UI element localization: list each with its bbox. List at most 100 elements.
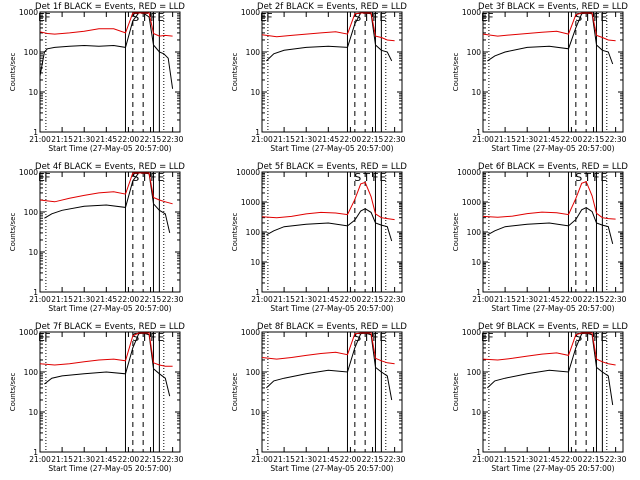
y-tick-label: 100 bbox=[246, 368, 261, 377]
plot-frame bbox=[482, 331, 624, 453]
series-line-lld bbox=[39, 12, 173, 37]
interval-marker-label: E bbox=[379, 331, 386, 344]
x-tick-label: 21:30 bbox=[516, 455, 538, 464]
plot-frame bbox=[482, 11, 624, 133]
x-axis-label: Start Time (27-May-05 20:57:00) bbox=[270, 304, 393, 313]
y-axis-label: Counts/sec bbox=[452, 373, 460, 412]
panel-det-6: Det 6f BLACK = Events, RED = LLD 1 10 100 10… bbox=[452, 162, 628, 313]
y-axis-label: Counts/sec bbox=[231, 213, 239, 252]
series-line-lld bbox=[482, 180, 616, 220]
plot-frame bbox=[39, 331, 181, 453]
x-tick-label: 22:00 bbox=[340, 135, 362, 144]
x-tick-label: 21:30 bbox=[73, 295, 95, 304]
panel-det-7: Det 7f BLACK = Events, RED = LLD 1 10 100 10… bbox=[9, 322, 185, 473]
x-tick-label: 22:30 bbox=[162, 295, 184, 304]
y-tick-label: 1 bbox=[33, 128, 38, 137]
x-tick-label: 22:00 bbox=[118, 135, 140, 144]
chart-title: Det 4f BLACK = Events, RED = LLD bbox=[35, 162, 185, 172]
chart-title: Det 5f BLACK = Events, RED = LLD bbox=[257, 162, 407, 172]
y-tick-label: 1000 bbox=[462, 8, 481, 17]
interval-marker-label: S bbox=[575, 171, 582, 184]
plot-frame bbox=[261, 331, 403, 453]
interval-marker-label: F bbox=[372, 171, 378, 184]
plot-frame bbox=[39, 171, 181, 293]
x-axis-label: Start Time (27-May-05 20:57:00) bbox=[48, 304, 171, 313]
interval-marker-label: S bbox=[575, 11, 582, 24]
x-axis-label: Start Time (27-May-05 20:57:00) bbox=[270, 464, 393, 473]
interval-marker-label: E bbox=[379, 171, 386, 184]
x-tick-label: 22:30 bbox=[384, 295, 406, 304]
interval-marker-label: E bbox=[157, 11, 164, 24]
interval-marker-label: F bbox=[372, 331, 378, 344]
x-tick-label: 22:00 bbox=[561, 135, 583, 144]
plot-frame bbox=[261, 11, 403, 133]
x-axis-label: Start Time (27-May-05 20:57:00) bbox=[270, 144, 393, 153]
y-tick-label: 10000 bbox=[457, 168, 481, 177]
series-line-events bbox=[44, 332, 171, 397]
y-tick-label: 10 bbox=[28, 88, 38, 97]
x-axis-label: Start Time (27-May-05 20:57:00) bbox=[48, 464, 171, 473]
chart-title: Det 1f BLACK = Events, RED = LLD bbox=[35, 2, 185, 12]
interval-marker-label: E bbox=[38, 331, 45, 344]
series-line-events bbox=[487, 12, 614, 65]
interval-marker-label: E bbox=[600, 331, 607, 344]
x-tick-label: 21:15 bbox=[51, 135, 73, 144]
series-line-events bbox=[266, 208, 393, 242]
x-tick-label: 21:45 bbox=[96, 135, 118, 144]
x-tick-label: 21:30 bbox=[295, 135, 317, 144]
panel-det-9: Det 9f BLACK = Events, RED = LLD 1 10 100 10… bbox=[452, 322, 628, 473]
x-tick-label: 21:45 bbox=[539, 455, 561, 464]
interval-marker-label: E bbox=[38, 11, 45, 24]
x-tick-label: 22:00 bbox=[118, 455, 140, 464]
x-tick-label: 22:00 bbox=[561, 455, 583, 464]
interval-marker-label: F bbox=[266, 11, 272, 24]
x-tick-label: 21:00 bbox=[472, 295, 494, 304]
x-tick-label: 22:15 bbox=[583, 135, 605, 144]
interval-marker-label: E bbox=[600, 11, 607, 24]
interval-marker-label: F bbox=[593, 11, 599, 24]
interval-marker-label: E bbox=[157, 331, 164, 344]
x-tick-label: 21:45 bbox=[318, 455, 340, 464]
y-axis-label: Counts/sec bbox=[9, 373, 17, 412]
panel-det-8: Det 8f BLACK = Events, RED = LLD 1 10 100 10… bbox=[231, 322, 407, 473]
x-tick-label: 22:30 bbox=[384, 135, 406, 144]
x-tick-label: 22:30 bbox=[384, 455, 406, 464]
panel-det-5: Det 5f BLACK = Events, RED = LLD 1 10 100 10… bbox=[231, 162, 407, 313]
y-tick-label: 10 bbox=[250, 408, 260, 417]
x-tick-label: 22:30 bbox=[605, 135, 627, 144]
y-tick-label: 100 bbox=[246, 48, 261, 57]
y-axis-label: Counts/sec bbox=[9, 213, 17, 252]
y-tick-label: 1 bbox=[476, 288, 481, 297]
y-tick-label: 100 bbox=[467, 368, 482, 377]
chart-title: Det 8f BLACK = Events, RED = LLD bbox=[257, 322, 407, 332]
x-tick-label: 21:30 bbox=[295, 295, 317, 304]
y-tick-label: 100 bbox=[246, 228, 261, 237]
x-tick-label: 22:15 bbox=[140, 295, 162, 304]
x-tick-label: 21:00 bbox=[251, 295, 273, 304]
series-line-lld bbox=[261, 12, 395, 42]
y-tick-label: 1 bbox=[255, 288, 260, 297]
x-tick-label: 21:45 bbox=[318, 135, 340, 144]
x-tick-label: 21:30 bbox=[295, 455, 317, 464]
x-tick-label: 21:15 bbox=[494, 295, 516, 304]
x-tick-label: 21:00 bbox=[29, 135, 51, 144]
interval-marker-label: T bbox=[583, 11, 591, 24]
chart-title: Det 7f BLACK = Events, RED = LLD bbox=[35, 322, 185, 332]
y-tick-label: 1000 bbox=[19, 328, 38, 337]
series-line-events bbox=[487, 207, 614, 245]
series-line-events bbox=[487, 332, 614, 406]
interval-marker-label: F bbox=[44, 331, 50, 344]
series-line-lld bbox=[39, 332, 173, 367]
y-tick-label: 1 bbox=[33, 288, 38, 297]
x-tick-label: 22:15 bbox=[140, 455, 162, 464]
chart-title: Det 3f BLACK = Events, RED = LLD bbox=[478, 2, 628, 12]
y-tick-label: 100 bbox=[24, 368, 39, 377]
plot-frame bbox=[39, 11, 181, 133]
series-line-events bbox=[44, 172, 171, 234]
interval-marker-label: E bbox=[157, 171, 164, 184]
x-tick-label: 21:45 bbox=[96, 455, 118, 464]
interval-marker-label: E bbox=[481, 11, 488, 24]
series-line-lld bbox=[482, 12, 616, 42]
series-line-events bbox=[266, 12, 393, 62]
